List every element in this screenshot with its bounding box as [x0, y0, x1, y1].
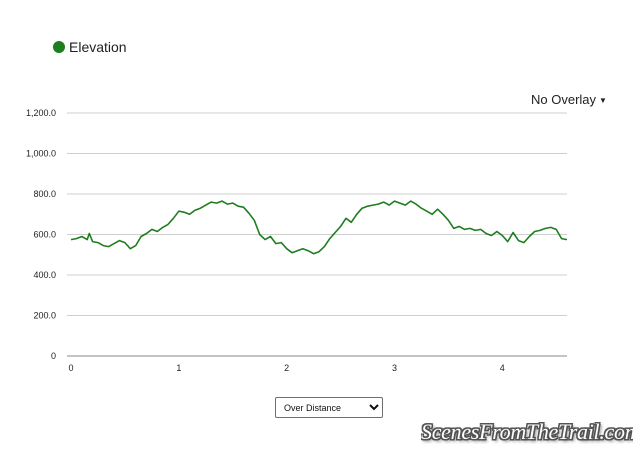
y-tick-label: 1,000.0: [26, 149, 56, 159]
x-axis-tick-labels: 0 1 2 3 4: [68, 363, 504, 373]
x-tick-label: 2: [284, 363, 289, 373]
x-tick-label: 1: [176, 363, 181, 373]
x-tick-label: 3: [392, 363, 397, 373]
y-tick-label: 0: [51, 351, 56, 361]
distance-mode-select[interactable]: Over Distance: [275, 397, 383, 418]
overlay-dropdown[interactable]: No Overlay ▼: [531, 92, 607, 107]
overlay-selected-label: No Overlay: [531, 92, 597, 107]
x-tick-label: 4: [500, 363, 505, 373]
y-tick-label: 600.0: [33, 230, 56, 240]
y-tick-label: 1,200.0: [26, 108, 56, 118]
y-axis-tick-labels: 0 200.0 400.0 600.0 800.0 1,000.0 1,200.0: [26, 108, 56, 361]
y-tick-label: 200.0: [33, 311, 56, 321]
watermark: ScenesFromTheTrail.com: [421, 418, 636, 450]
caret-down-icon: ▼: [599, 96, 607, 105]
x-tick-label: 0: [68, 363, 73, 373]
svg-text:ScenesFromTheTrail.com: ScenesFromTheTrail.com: [421, 419, 633, 444]
y-tick-label: 400.0: [33, 270, 56, 280]
legend-label: Elevation: [69, 39, 127, 55]
circle-icon: [53, 41, 65, 53]
y-tick-label: 800.0: [33, 189, 56, 199]
series-layer: [70, 200, 568, 255]
watermark-logo: ScenesFromTheTrail.com: [421, 419, 636, 445]
legend-item-elevation[interactable]: Elevation: [53, 39, 127, 55]
series-line-elevation: [70, 200, 568, 255]
grid-lines: [67, 112, 567, 357]
